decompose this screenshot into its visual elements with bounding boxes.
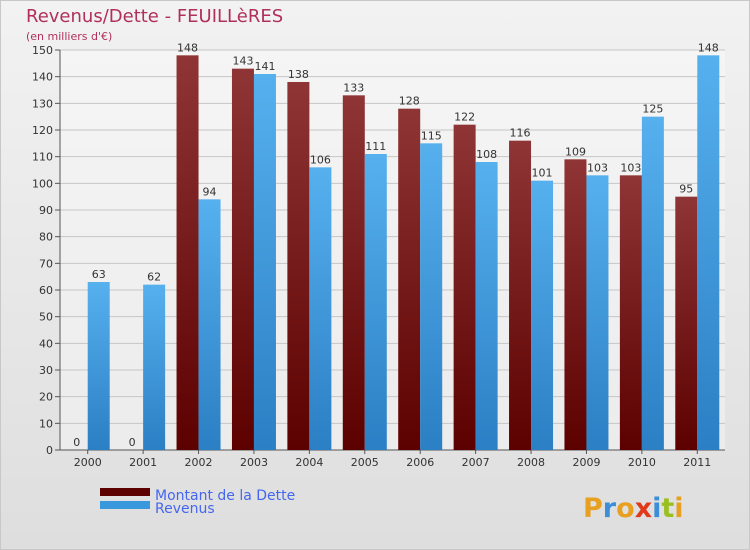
bar-dette (509, 140, 532, 450)
x-tick-label: 2003 (240, 456, 268, 469)
bar-dette (675, 196, 698, 450)
x-tick-label: 2004 (295, 456, 323, 469)
x-tick-label: 2005 (351, 456, 379, 469)
value-label: 0 (129, 436, 136, 449)
x-tick-label: 2001 (129, 456, 157, 469)
x-tick-label: 2011 (683, 456, 711, 469)
y-tick-label: 80 (39, 231, 53, 244)
value-label: 138 (288, 68, 309, 81)
legend: Montant de la Dette Revenus (100, 488, 295, 517)
bar-dette (619, 175, 642, 451)
bar-dette (398, 108, 421, 451)
value-label: 116 (510, 127, 531, 140)
bar-revenus (475, 162, 498, 450)
y-tick-label: 100 (32, 177, 53, 190)
value-label: 111 (365, 140, 386, 153)
bar-revenus (309, 167, 332, 451)
y-tick-label: 130 (32, 97, 53, 110)
x-tick-label: 2007 (462, 456, 490, 469)
value-label: 62 (147, 271, 161, 284)
bar-dette (453, 124, 476, 451)
value-label: 103 (587, 161, 608, 174)
bar-revenus (87, 282, 110, 450)
bars-layer (87, 55, 720, 451)
y-tick-label: 90 (39, 204, 53, 217)
y-tick-label: 120 (32, 124, 53, 137)
y-tick-label: 20 (39, 391, 53, 404)
value-label: 148 (698, 41, 719, 54)
y-tick-label: 140 (32, 71, 53, 84)
bar-dette (176, 55, 199, 450)
value-label: 122 (454, 111, 475, 124)
value-label: 0 (73, 436, 80, 449)
axis-layer: 0 10 20 30 40 50 60 70 80 90 100 110 120 130 140 150 200… (32, 44, 725, 469)
x-tick-label: 2008 (517, 456, 545, 469)
brand-logo: Proxiti (583, 493, 684, 524)
bar-revenus (364, 154, 387, 450)
y-tick-label: 40 (39, 337, 53, 350)
value-label: 143 (232, 55, 253, 68)
x-tick-label: 2009 (572, 456, 600, 469)
value-label: 128 (399, 95, 420, 108)
grid-layer (60, 49, 725, 451)
bar-revenus (253, 74, 276, 450)
value-label: 101 (532, 167, 553, 180)
legend-label-dette: Montant de la Dette (155, 488, 295, 504)
value-label: 108 (476, 148, 497, 161)
value-label: 63 (92, 268, 106, 281)
value-label: 109 (565, 145, 586, 158)
y-tick-label: 50 (39, 311, 53, 324)
bar-dette (287, 82, 310, 450)
bar-revenus (641, 116, 664, 451)
y-tick-label: 70 (39, 257, 53, 270)
chart-title: Revenus/Dette - FEUILLèRES (26, 6, 283, 27)
y-tick-label: 60 (39, 284, 53, 297)
value-label: 106 (310, 153, 331, 166)
legend-label-revenus: Revenus (155, 501, 215, 517)
y-tick-label: 0 (46, 444, 53, 457)
bar-dette (564, 159, 587, 451)
x-tick-label: 2000 (74, 456, 102, 469)
legend-swatch-revenus (100, 501, 150, 509)
bar-revenus (697, 55, 720, 450)
value-label: 103 (620, 161, 641, 174)
plot-area (60, 50, 725, 450)
bar-revenus (531, 180, 554, 450)
x-tick-label: 2006 (406, 456, 434, 469)
bar-revenus (586, 175, 609, 451)
bar-revenus (198, 199, 221, 450)
bar-revenus (420, 143, 443, 451)
value-label: 133 (343, 81, 364, 94)
value-label: 141 (254, 60, 275, 73)
svg-text:Proxiti: Proxiti (583, 493, 684, 524)
bar-dette (231, 68, 254, 451)
bar-dette (342, 95, 365, 450)
legend-swatch-dette (100, 488, 150, 496)
x-tick-label: 2002 (185, 456, 213, 469)
chart-subtitle: (en milliers d'€) (26, 30, 112, 43)
y-tick-label: 110 (32, 151, 53, 164)
value-label: 125 (642, 103, 663, 116)
x-tick-label: 2010 (628, 456, 656, 469)
y-tick-label: 10 (39, 417, 53, 430)
value-label: 148 (177, 41, 198, 54)
value-label: 95 (679, 183, 693, 196)
bar-revenus (143, 284, 166, 450)
value-label: 115 (421, 129, 442, 142)
y-tick-label: 30 (39, 364, 53, 377)
y-tick-label: 150 (32, 44, 53, 57)
value-label: 94 (203, 185, 217, 198)
